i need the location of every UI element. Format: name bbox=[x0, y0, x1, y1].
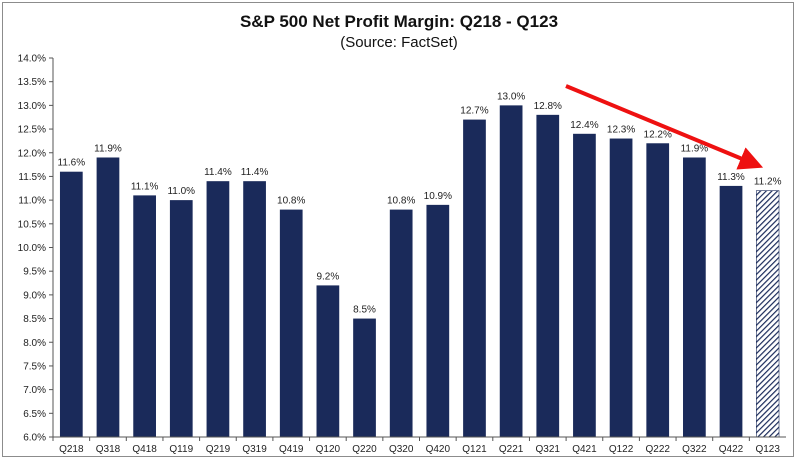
y-tick-label: 8.5% bbox=[23, 314, 46, 325]
data-label-q421: 12.4% bbox=[570, 120, 598, 131]
bars-group bbox=[59, 105, 780, 438]
bar-q119 bbox=[169, 200, 193, 437]
x-tick-label: Q418 bbox=[132, 444, 157, 455]
data-label-q319: 11.4% bbox=[241, 167, 269, 178]
x-tick-label: Q419 bbox=[279, 444, 304, 455]
y-tick-label: 11.0% bbox=[18, 196, 46, 207]
y-tick-label: 9.5% bbox=[23, 267, 46, 278]
data-label-q120: 9.2% bbox=[316, 271, 339, 282]
x-tick-label: Q421 bbox=[572, 444, 597, 455]
x-tick-label: Q420 bbox=[426, 444, 451, 455]
x-tick-label: Q321 bbox=[536, 444, 561, 455]
y-tick-label: 10.5% bbox=[18, 219, 46, 230]
data-label-q218: 11.6% bbox=[58, 158, 86, 169]
x-tick-label: Q319 bbox=[242, 444, 267, 455]
data-label-q420: 10.9% bbox=[424, 191, 452, 202]
bar-q418 bbox=[133, 195, 156, 437]
data-label-q122: 12.3% bbox=[607, 125, 635, 136]
bar-q218 bbox=[59, 171, 83, 437]
y-tick-label: 8.0% bbox=[23, 338, 46, 349]
x-tick-label: Q320 bbox=[389, 444, 414, 455]
x-tick-label: Q318 bbox=[96, 444, 121, 455]
y-tick-label: 7.5% bbox=[23, 361, 46, 372]
x-tick-label: Q221 bbox=[499, 444, 524, 455]
bar-q419 bbox=[279, 209, 303, 437]
bar-q222 bbox=[646, 143, 670, 437]
bar-q121 bbox=[463, 119, 486, 438]
trend-arrow bbox=[565, 84, 764, 170]
bar-chart: S&P 500 Net Profit Margin: Q218 - Q123 (… bbox=[18, 12, 786, 455]
bar-q319 bbox=[243, 181, 266, 437]
chart-title: S&P 500 Net Profit Margin: Q218 - Q123 bbox=[240, 12, 558, 31]
data-label-q221: 13.0% bbox=[497, 91, 525, 102]
y-tick-label: 13.0% bbox=[18, 101, 46, 112]
x-tick-label: Q322 bbox=[682, 444, 707, 455]
x-tick-label: Q119 bbox=[169, 444, 193, 455]
y-tick-label: 12.5% bbox=[18, 125, 46, 136]
y-tick-label: 11.5% bbox=[18, 172, 46, 183]
bar-q122 bbox=[609, 138, 633, 437]
data-label-q121: 12.7% bbox=[460, 106, 488, 117]
y-axis: 6.0% 6.5% 7.0% 7.5% 8.0% 8.5% 9.0% 9.5% 10.0% 10.… bbox=[18, 54, 54, 444]
data-label-q220: 8.5% bbox=[353, 305, 376, 316]
data-label-q318: 11.9% bbox=[94, 143, 122, 154]
bar-q219 bbox=[206, 181, 230, 437]
chart-subtitle: (Source: FactSet) bbox=[340, 34, 458, 51]
x-tick-label: Q122 bbox=[609, 444, 634, 455]
data-label-q418: 11.1% bbox=[131, 181, 159, 192]
bar-q120 bbox=[316, 285, 340, 437]
bar-q318 bbox=[96, 157, 120, 438]
data-label-q222: 12.2% bbox=[644, 129, 672, 140]
data-label-q422: 11.3% bbox=[717, 172, 745, 183]
bar-estimate-q123 bbox=[756, 190, 780, 438]
bar-q420 bbox=[426, 204, 450, 437]
y-tick-label: 7.0% bbox=[23, 385, 46, 396]
data-label-q123: 11.2% bbox=[754, 177, 782, 188]
y-tick-label: 6.5% bbox=[23, 409, 46, 420]
data-label-q119: 11.0% bbox=[167, 186, 195, 197]
x-tick-label: Q422 bbox=[719, 444, 744, 455]
x-tick-label: Q120 bbox=[316, 444, 341, 455]
x-tick-label: Q219 bbox=[206, 444, 231, 455]
x-tick-label: Q222 bbox=[645, 444, 670, 455]
y-tick-label: 9.0% bbox=[23, 290, 46, 301]
x-tick-label: Q121 bbox=[462, 444, 487, 455]
x-axis: Q218 Q318 Q418 Q119 Q219 Q319 Q419 Q120 Q220 Q320… bbox=[52, 436, 786, 455]
data-label-q419: 10.8% bbox=[277, 196, 305, 207]
bar-q421 bbox=[573, 133, 596, 438]
bar-q422 bbox=[719, 185, 743, 437]
bar-q321 bbox=[536, 114, 560, 437]
bar-q320 bbox=[389, 209, 413, 437]
y-tick-label: 6.0% bbox=[23, 433, 46, 444]
data-label-q320: 10.8% bbox=[387, 196, 415, 207]
bar-q220 bbox=[353, 318, 376, 437]
x-tick-label: Q218 bbox=[59, 444, 84, 455]
y-tick-label: 12.0% bbox=[18, 148, 46, 159]
data-label-q219: 11.4% bbox=[204, 167, 232, 178]
y-tick-label: 14.0% bbox=[18, 54, 46, 65]
data-label-q321: 12.8% bbox=[534, 101, 562, 112]
chart-frame: S&P 500 Net Profit Margin: Q218 - Q123 (… bbox=[2, 2, 794, 457]
y-tick-label: 13.5% bbox=[18, 77, 46, 88]
x-tick-label: Q220 bbox=[352, 444, 377, 455]
data-labels-group: 11.6% 11.9% 11.1% 11.0% 11.4% 11.4% 10.8% 9.2% 8… bbox=[58, 91, 782, 315]
data-label-q322: 11.9% bbox=[681, 143, 709, 154]
x-tick-label: Q123 bbox=[755, 444, 780, 455]
bar-q221 bbox=[499, 105, 523, 437]
bar-q322 bbox=[683, 157, 706, 438]
y-tick-label: 10.0% bbox=[18, 243, 46, 254]
